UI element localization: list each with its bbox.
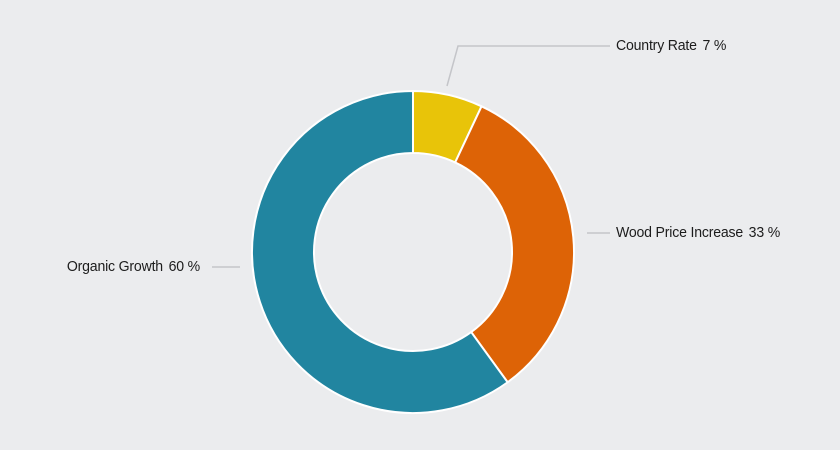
label-organic-growth: Organic Growth 60 % xyxy=(12,259,200,275)
leader-country-rate xyxy=(446,45,610,87)
label-country-rate: Country Rate 7 % xyxy=(616,38,726,54)
label-wood-price-increase: Wood Price Increase 33 % xyxy=(616,225,780,241)
segment-organic-growth[interactable] xyxy=(251,90,509,414)
label-wood-price-increase-value: 33 % xyxy=(748,224,781,241)
segment-wood-price-increase[interactable] xyxy=(454,105,575,384)
label-country-rate-text: Country Rate xyxy=(616,37,697,54)
label-organic-growth-text: Organic Growth xyxy=(66,258,163,275)
label-wood-price-increase-text: Wood Price Increase xyxy=(616,224,744,241)
label-country-rate-value: 7 % xyxy=(702,37,727,54)
label-organic-growth-value: 60 % xyxy=(168,258,201,275)
